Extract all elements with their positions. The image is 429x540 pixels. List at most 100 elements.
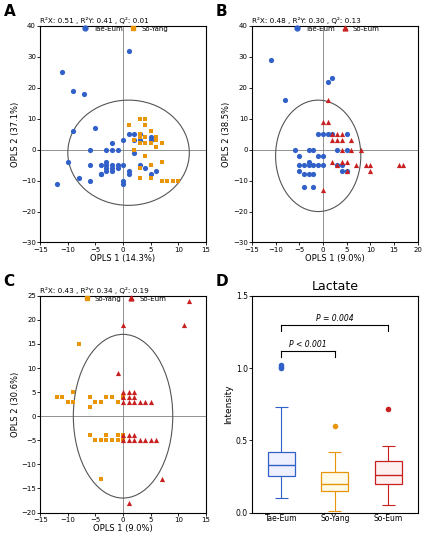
Point — [97, 170, 104, 179]
Point — [103, 145, 110, 154]
Text: R²X: 0.51 , R²Y: 0.41 , Q²: 0.01: R²X: 0.51 , R²Y: 0.41 , Q²: 0.01 — [40, 17, 149, 24]
Point — [158, 158, 165, 166]
Point — [301, 170, 308, 179]
Point — [97, 161, 104, 170]
Point — [142, 120, 148, 129]
Point — [87, 145, 94, 154]
Point — [114, 431, 121, 440]
Point — [278, 364, 285, 373]
Point — [169, 176, 176, 185]
Point — [131, 136, 138, 145]
Point — [338, 136, 345, 145]
X-axis label: OPLS 1 (14.3%): OPLS 1 (14.3%) — [91, 254, 156, 263]
Point — [131, 388, 138, 396]
Point — [64, 158, 71, 166]
Point — [324, 96, 331, 104]
Point — [92, 397, 99, 406]
Point — [109, 436, 115, 444]
Point — [343, 130, 350, 138]
Point — [125, 397, 132, 406]
Text: P = 0.004: P = 0.004 — [316, 314, 353, 323]
Point — [125, 498, 132, 507]
Point — [76, 340, 82, 348]
Point — [291, 145, 298, 154]
Text: P < 0.001: P < 0.001 — [289, 340, 327, 349]
Point — [125, 170, 132, 179]
Point — [103, 158, 110, 166]
Point — [400, 161, 407, 170]
Legend: So-Yang, So-Eum: So-Yang, So-Eum — [79, 296, 166, 302]
Point — [109, 161, 115, 170]
Point — [301, 183, 308, 191]
Point — [315, 152, 322, 160]
Point — [64, 397, 71, 406]
Point — [305, 145, 312, 154]
Point — [305, 161, 312, 170]
Point — [147, 127, 154, 136]
Point — [158, 176, 165, 185]
Point — [76, 173, 82, 182]
Point — [343, 145, 350, 154]
Point — [343, 167, 350, 176]
Text: C: C — [4, 274, 15, 289]
Point — [136, 397, 143, 406]
Point — [53, 179, 60, 188]
Point — [357, 145, 364, 154]
Point — [136, 136, 143, 145]
Point — [153, 167, 160, 176]
Point — [296, 161, 303, 170]
Point — [310, 183, 317, 191]
Point — [338, 158, 345, 166]
Point — [320, 152, 326, 160]
Point — [331, 422, 338, 430]
Point — [385, 404, 392, 413]
Point — [147, 397, 154, 406]
Point — [164, 176, 171, 185]
Point — [142, 133, 148, 141]
Point — [125, 431, 132, 440]
Point — [109, 145, 115, 154]
Point — [109, 164, 115, 173]
Point — [180, 320, 187, 329]
Point — [320, 130, 326, 138]
Point — [147, 133, 154, 141]
Point — [136, 130, 143, 138]
Point — [329, 130, 336, 138]
Point — [114, 369, 121, 377]
Point — [125, 167, 132, 176]
Point — [120, 393, 127, 401]
Point — [114, 436, 121, 444]
Point — [153, 436, 160, 444]
Point — [136, 114, 143, 123]
Point — [125, 393, 132, 401]
Bar — [375, 461, 402, 484]
Point — [97, 475, 104, 483]
Point — [367, 167, 374, 176]
Point — [109, 139, 115, 148]
Point — [395, 161, 402, 170]
Point — [278, 362, 285, 371]
Point — [142, 436, 148, 444]
Point — [70, 397, 77, 406]
Point — [103, 164, 110, 173]
Point — [142, 397, 148, 406]
Point — [334, 130, 341, 138]
Point — [120, 179, 127, 188]
Point — [125, 120, 132, 129]
Point — [348, 136, 355, 145]
Point — [310, 170, 317, 179]
Point — [329, 136, 336, 145]
Point — [334, 161, 341, 170]
Point — [153, 142, 160, 151]
Point — [114, 397, 121, 406]
Point — [131, 397, 138, 406]
Point — [92, 436, 99, 444]
Point — [87, 161, 94, 170]
Point — [136, 130, 143, 138]
Point — [338, 167, 345, 176]
Point — [362, 161, 369, 170]
Point — [305, 158, 312, 166]
Point — [53, 393, 60, 401]
Point — [147, 161, 154, 170]
Point — [120, 431, 127, 440]
